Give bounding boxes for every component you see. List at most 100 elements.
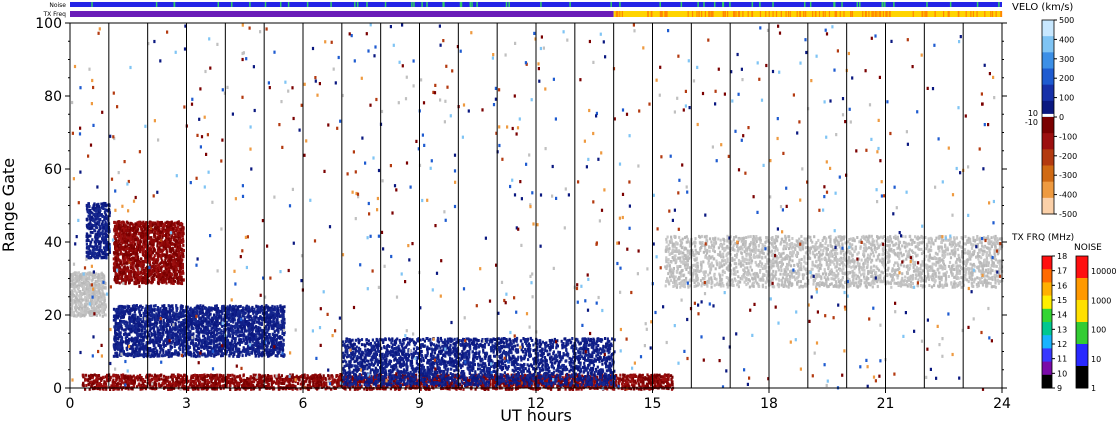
scatter-cell xyxy=(978,250,981,254)
txfreq-mark xyxy=(990,11,992,17)
noise-mark xyxy=(217,2,220,7)
scatter-cell xyxy=(84,308,87,311)
scatter-cell xyxy=(830,259,833,263)
scatter-cell xyxy=(75,314,78,318)
scatter-cell xyxy=(725,253,728,257)
txfreq-mark xyxy=(972,11,975,17)
scatter-cell xyxy=(777,285,780,289)
scatter-cell xyxy=(891,274,894,277)
scatter-cell xyxy=(73,286,76,290)
scatter-cell xyxy=(873,268,876,272)
scatter-cell xyxy=(89,285,93,289)
scatter-cell xyxy=(712,257,715,261)
scatter-cell xyxy=(830,268,833,272)
scatter-cell xyxy=(708,245,711,249)
scatter-cell xyxy=(932,272,935,276)
scatter-cell xyxy=(881,260,884,264)
scatter-cell xyxy=(897,281,900,285)
scatter-cell xyxy=(989,282,992,285)
scatter-cell xyxy=(704,255,707,259)
scatter-cell xyxy=(818,263,821,267)
scatter-cell xyxy=(88,283,92,287)
scatter-cell xyxy=(673,277,676,281)
scatter-cell xyxy=(671,251,674,255)
scatter-cell xyxy=(706,248,709,252)
scatter-cell xyxy=(101,284,104,288)
scatter-cell xyxy=(742,263,745,267)
scatter-cell xyxy=(268,333,271,336)
scatter-cell xyxy=(905,249,908,253)
scatter-cell xyxy=(686,263,689,267)
scatter-cell xyxy=(999,247,1002,251)
scatter-cell xyxy=(829,251,832,255)
scatter-cell xyxy=(711,243,714,247)
txfreq-bar-marks xyxy=(615,11,1003,17)
scatter-cell xyxy=(709,256,712,260)
scatter-cell xyxy=(781,280,784,284)
scatter-cell xyxy=(829,240,832,244)
scatter-cell xyxy=(76,310,79,314)
scatter-cell xyxy=(702,270,705,274)
txfreq-mark xyxy=(711,11,713,17)
scatter-cell xyxy=(721,270,724,273)
scatter-cell xyxy=(155,324,158,328)
scatter-cell xyxy=(772,256,775,260)
scatter-cell xyxy=(75,300,78,304)
scatter-cell xyxy=(79,281,82,285)
noise-mark xyxy=(569,2,571,7)
scatter-cell xyxy=(980,275,983,279)
scatter-cell xyxy=(955,270,959,274)
scatter-cell xyxy=(871,238,874,241)
scatter-cell xyxy=(803,255,806,259)
scatter-cell xyxy=(949,256,953,260)
scatter-cell xyxy=(790,282,794,286)
scatter-cell xyxy=(665,258,668,262)
scatter-cell xyxy=(771,242,774,246)
scatter-cell xyxy=(946,252,949,256)
scatter-cell xyxy=(870,234,873,238)
scatter-cell xyxy=(887,266,890,270)
scatter-cell xyxy=(710,276,713,280)
scatter-cell xyxy=(957,271,960,275)
scatter-cell xyxy=(102,308,105,312)
scatter-cell xyxy=(833,262,836,266)
scatter-cell xyxy=(873,245,876,249)
scatter-cell xyxy=(891,249,894,253)
scatter-cell xyxy=(771,244,774,248)
scatter-cell xyxy=(70,311,73,315)
txfreq-mark xyxy=(799,11,801,17)
scatter-cell xyxy=(843,263,846,267)
txfreq-mark xyxy=(665,11,667,17)
scatter-cell xyxy=(844,281,847,284)
scatter-cell xyxy=(820,257,823,261)
scatter-cell xyxy=(891,278,894,282)
scatter-cell xyxy=(875,271,878,274)
scatter-cell xyxy=(950,249,953,253)
scatter-cell xyxy=(753,255,756,259)
scatter-cell xyxy=(89,291,92,295)
scatter-cell xyxy=(86,298,90,302)
scatter-cell xyxy=(995,240,998,244)
noise-mark xyxy=(703,2,705,7)
scatter-cell xyxy=(908,248,911,252)
scatter-cell xyxy=(879,243,882,247)
scatter-cell xyxy=(694,264,697,268)
scatter-cell xyxy=(878,274,881,278)
scatter-cell xyxy=(838,284,842,288)
scatter-cell xyxy=(718,266,721,270)
scatter-cell xyxy=(95,295,98,299)
scatter-cell xyxy=(758,237,761,241)
scatter-cell xyxy=(799,280,802,284)
noise-mark xyxy=(264,2,267,7)
txfreq-mark xyxy=(879,11,881,17)
scatter-cell xyxy=(748,258,751,262)
scatter-cell xyxy=(727,279,730,283)
scatter-cell xyxy=(679,239,682,243)
scatter-cell xyxy=(743,275,746,279)
txfreq-mark xyxy=(822,11,824,17)
scatter-cell xyxy=(699,241,702,245)
scatter-cell xyxy=(873,243,876,247)
scatter-cell xyxy=(832,284,835,288)
scatter-cell xyxy=(78,275,81,279)
scatter-cell xyxy=(964,276,967,280)
